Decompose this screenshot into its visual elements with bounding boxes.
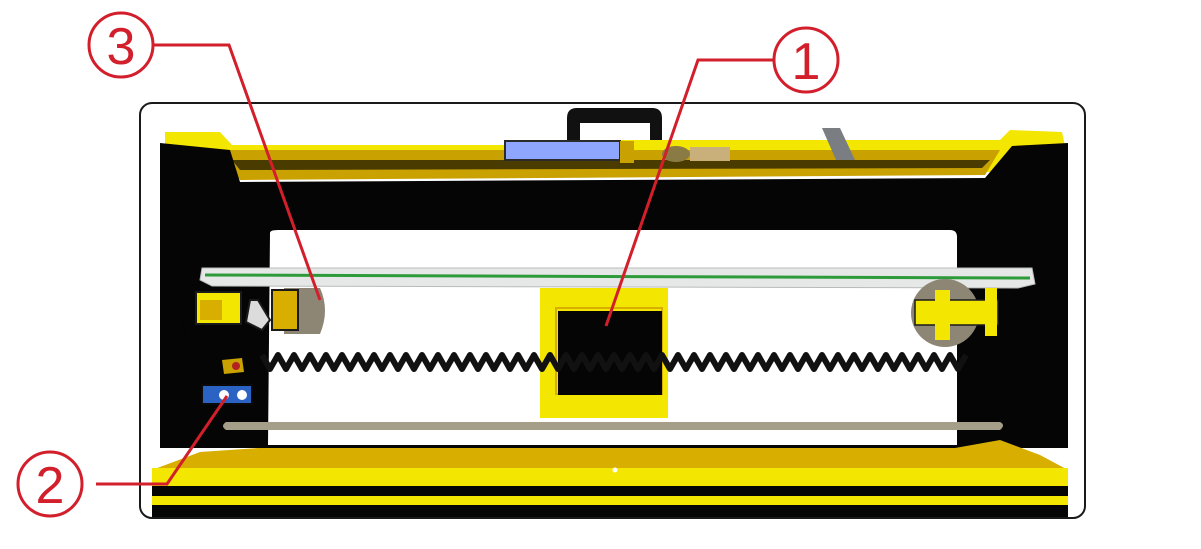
- right-yellow-tab: [985, 288, 997, 336]
- callout-1-number: 1: [792, 33, 821, 91]
- bottom-center-dot: [612, 467, 618, 473]
- connector-pin-right: [237, 390, 247, 400]
- display-knob-plate: [620, 141, 634, 163]
- strap-clip: [822, 128, 855, 160]
- callout-2-number: 2: [36, 457, 65, 515]
- display-panel: [504, 140, 621, 161]
- right-side-plate: [957, 250, 1050, 445]
- guide-rail: [223, 422, 1003, 430]
- glass-bed-edge: [204, 273, 1031, 280]
- bottom-band-yellow: [152, 468, 1068, 486]
- callout-3-number: 3: [107, 18, 136, 76]
- callout-2: 2: [16, 450, 84, 518]
- bottom-black-stripe-1: [152, 486, 1068, 496]
- callout-3: 3: [87, 11, 155, 79]
- callout-1-circle: [772, 26, 840, 94]
- left-bracket: [271, 289, 299, 331]
- callout-2-circle: [16, 450, 84, 518]
- emblem-left: [662, 146, 690, 162]
- bottom-band-upper: [152, 440, 1068, 470]
- carry-handle: [567, 108, 662, 150]
- left-latch: [244, 299, 272, 332]
- top-body-dark-line: [232, 160, 990, 170]
- drive-spring: [259, 352, 969, 372]
- callout-1: 1: [772, 26, 840, 94]
- left-gold-detail: [200, 300, 222, 320]
- callout-3-leader: [154, 43, 322, 301]
- right-cross: [935, 290, 950, 340]
- callout-2-leader: [96, 395, 229, 486]
- bottom-yellow-stripe: [152, 496, 1068, 505]
- callout-1-leader: [604, 58, 773, 327]
- bottom-black-stripe-2: [152, 505, 1068, 517]
- callout-3-circle: [87, 11, 155, 79]
- emblem-right: [690, 147, 730, 161]
- left-red-dot: [232, 362, 240, 370]
